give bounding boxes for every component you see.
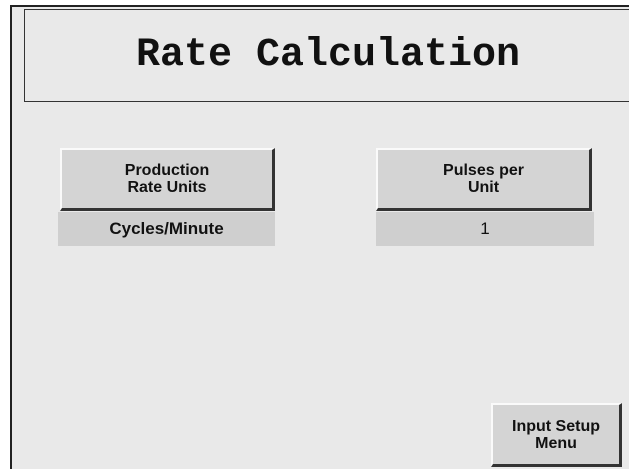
nav-button[interactable]: Input Setup Menu <box>491 403 622 467</box>
button-label: Menu <box>535 434 577 452</box>
button-label: Unit <box>467 179 500 196</box>
title: Rate Calculation <box>135 33 521 78</box>
setting-button[interactable]: Production Rate Units <box>60 148 275 211</box>
button-label: Input Setup <box>512 417 600 435</box>
button-label: Rate Units <box>127 179 207 196</box>
button-label: Pulses per <box>443 162 524 179</box>
title-box: Rate Calculation <box>24 9 629 102</box>
screen: Rate Calculation Production Rate Units C… <box>10 5 629 469</box>
setting-value: 1 <box>376 212 594 246</box>
setting-value: Cycles/Minute <box>58 212 275 246</box>
setting-button[interactable]: Pulses per Unit <box>376 148 592 211</box>
button-label: Production <box>124 162 210 179</box>
